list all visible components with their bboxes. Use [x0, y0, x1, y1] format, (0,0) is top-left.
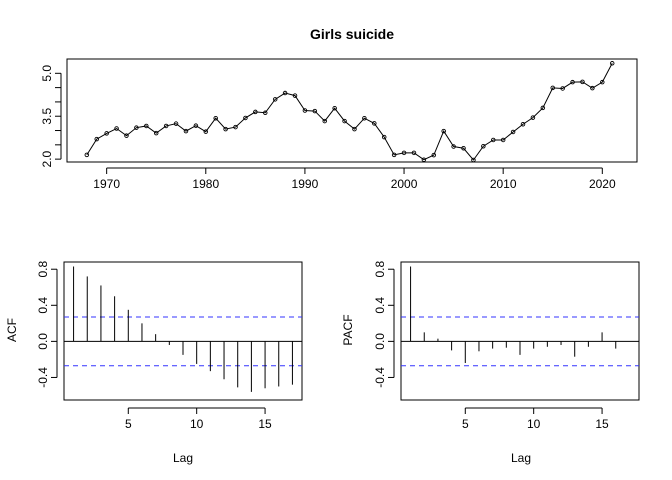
data-point: [391, 152, 397, 158]
acf-y-tick-label: 0.0: [36, 333, 50, 350]
data-point: [253, 109, 258, 115]
data-point: [104, 131, 109, 136]
data-point: [272, 97, 278, 102]
data-point: [500, 137, 506, 143]
data-point: [471, 157, 476, 163]
data-point: [134, 125, 139, 130]
x-tick-label: 2020: [589, 177, 616, 191]
x-tick-label: 2000: [391, 177, 418, 191]
data-point: [173, 121, 179, 126]
data-point: [342, 118, 347, 124]
y-tick-label: 5.0: [40, 65, 54, 82]
y-tick-label: 3.5: [40, 108, 54, 125]
data-point: [441, 128, 446, 134]
x-tick-label: 1990: [292, 177, 319, 191]
pacf-x-tick-label: 10: [527, 417, 541, 431]
data-point: [183, 128, 189, 134]
data-point: [124, 133, 129, 138]
pacf-y-tick-label: 0.8: [373, 261, 387, 278]
acf-y-tick-label: -0.4: [36, 367, 50, 388]
data-point: [213, 115, 218, 121]
pacf-y-tick-label: 0.0: [373, 333, 387, 350]
data-point: [580, 79, 585, 85]
data-point: [153, 130, 159, 136]
pacf-x-tick-label: 15: [595, 417, 609, 431]
data-point: [312, 108, 318, 114]
data-point: [114, 126, 119, 131]
acf-x-tick-label: 15: [258, 417, 272, 431]
data-point: [570, 79, 575, 85]
data-point: [223, 126, 228, 132]
data-point: [292, 93, 298, 98]
data-point: [94, 136, 99, 142]
pacf-y-axis-label: PACF: [341, 314, 355, 345]
plot-frame: [66, 58, 638, 163]
pacf-plot-frame: [400, 261, 640, 401]
pacf-panel: 5 10 15 -0.4 0.0 0.4 0.8: [373, 261, 640, 431]
data-point: [203, 129, 209, 134]
series-line: [86, 63, 613, 161]
data-point: [550, 85, 555, 91]
data-point: [362, 115, 367, 121]
data-point: [540, 105, 546, 111]
data-point: [510, 129, 516, 135]
acf-x-tick-label: 5: [125, 417, 132, 431]
data-point: [163, 123, 169, 129]
data-point: [560, 86, 565, 91]
acf-y-tick-label: 0.8: [36, 261, 50, 278]
data-point: [144, 123, 149, 129]
data-point: [302, 108, 308, 113]
acf-x-axis-label: Lag: [173, 451, 193, 465]
data-point: [233, 124, 238, 130]
data-point: [609, 61, 615, 66]
chart-title: Girls suicide: [310, 26, 394, 42]
x-tick-label: 2010: [490, 177, 517, 191]
x-tick-label: 1970: [93, 177, 120, 191]
data-point: [530, 115, 536, 120]
data-point: [401, 150, 407, 156]
data-point: [520, 121, 526, 127]
data-point: [481, 144, 486, 149]
y-tick-label: 2.0: [40, 150, 54, 167]
data-point: [590, 85, 595, 91]
acf-y-axis-label: ACF: [5, 318, 19, 342]
data-point: [451, 144, 456, 149]
data-point: [243, 115, 248, 121]
pacf-y-tick-label: 0.4: [373, 297, 387, 314]
x-tick-label: 1980: [192, 177, 219, 191]
data-point: [461, 146, 466, 151]
data-point: [263, 110, 268, 116]
data-point: [411, 150, 417, 156]
acf-plot-frame: [63, 261, 303, 401]
data-point: [84, 152, 90, 158]
pacf-y-tick-label: -0.4: [373, 367, 387, 388]
data-point: [332, 105, 337, 111]
data-point: [421, 157, 427, 162]
data-point: [600, 79, 605, 85]
time-series-panel: 1970 1980 1990 2000 2010 2020 2.0 3.5 5.0: [40, 58, 638, 191]
data-point: [431, 152, 437, 158]
pacf-x-axis-label: Lag: [511, 451, 531, 465]
acf-x-tick-label: 10: [190, 417, 204, 431]
data-point: [322, 118, 327, 124]
data-point: [193, 123, 199, 128]
data-point: [491, 137, 496, 143]
acf-panel: 5 10 15 -0.4 0.0 0.4 0.8: [36, 261, 303, 431]
acf-y-tick-label: 0.4: [36, 297, 50, 314]
data-point: [352, 126, 357, 132]
data-point: [381, 134, 387, 140]
data-point: [282, 90, 288, 96]
data-point: [372, 121, 377, 126]
pacf-x-tick-label: 5: [462, 417, 469, 431]
